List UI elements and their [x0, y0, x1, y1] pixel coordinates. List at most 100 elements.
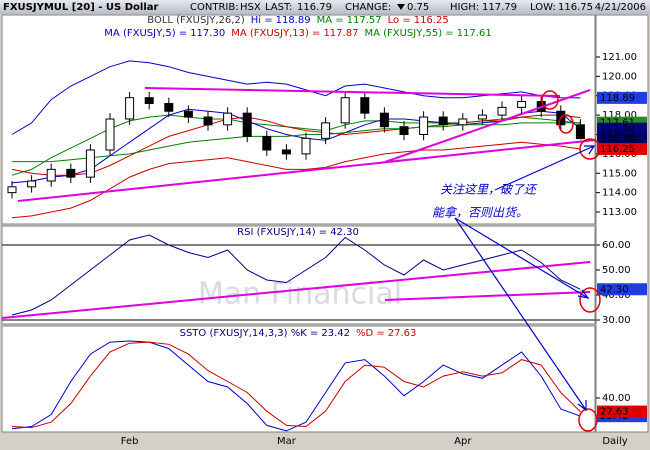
- y-tick-label: 40.00: [602, 393, 631, 404]
- value-box-label: 116.25: [600, 144, 635, 155]
- candle-body: [301, 137, 311, 155]
- legend-value: 27.63: [388, 328, 417, 339]
- candle-body: [27, 180, 37, 188]
- legend-value: 117.30: [190, 28, 225, 39]
- candle-body: [458, 118, 468, 126]
- y-tick-label: 50.00: [602, 265, 631, 276]
- annotation-text: 能拿，否则出货。: [432, 206, 528, 220]
- candle-body: [46, 168, 56, 182]
- candle-body: [477, 114, 487, 120]
- candle-body: [85, 149, 95, 178]
- y-tick-label: 118.00: [602, 110, 637, 121]
- header-label: LOW:: [530, 2, 556, 13]
- change-arrow: [397, 4, 405, 10]
- legend-label: %D =: [356, 328, 385, 339]
- legend-value: 117.61: [457, 28, 492, 39]
- candle-body: [223, 112, 233, 126]
- y-tick-label: 120.00: [602, 71, 637, 82]
- watermark: Man Financial: [198, 277, 402, 312]
- legend-value: 118.89: [276, 15, 311, 26]
- series-line: [11, 340, 581, 432]
- legend-label: BOLL (FXUSJY,26,2): [147, 15, 245, 26]
- legend: BOLL (FXUSJY,26,2) Hi = 118.89 MA = 117.57 Lo…: [147, 15, 448, 26]
- series-line: [11, 341, 581, 429]
- value-box: [597, 143, 647, 156]
- series-line: [11, 114, 581, 176]
- legend-value: 117.87: [323, 28, 358, 39]
- header-value: 0.75: [407, 2, 429, 13]
- legend-label: SSTO (FXUSJY,14,3,3) %K =: [180, 328, 319, 339]
- y-tick-label: 60.00: [602, 240, 631, 251]
- series-line: [12, 122, 581, 163]
- candle-body: [203, 116, 213, 126]
- header-value: 117.79: [482, 2, 517, 13]
- value-box: [597, 283, 647, 296]
- header-label: CONTRIB:: [190, 2, 239, 13]
- header-value: 116.79: [297, 2, 332, 13]
- x-tick-label: Mar: [277, 436, 297, 447]
- legend-label: MA =: [317, 15, 344, 26]
- candle-body: [164, 102, 174, 112]
- legend-value: 42.30: [330, 227, 359, 238]
- value-box: [597, 132, 647, 145]
- axis-column: [595, 14, 649, 433]
- candle-body: [340, 97, 350, 124]
- legend-value: 23.42: [321, 328, 350, 339]
- x-tick-label: Feb: [121, 436, 139, 447]
- value-box-label: 27.63: [600, 407, 629, 418]
- candle-body: [517, 101, 527, 108]
- value-box: [597, 405, 647, 418]
- value-box-label: 117.30: [600, 124, 635, 135]
- candle-body: [281, 149, 291, 155]
- annotation-arrows: [454, 145, 596, 412]
- series-line: [11, 234, 581, 316]
- candle-body: [497, 106, 507, 116]
- legend-label: Hi =: [251, 15, 273, 26]
- ssto-panel: [1, 325, 596, 433]
- legend: SSTO (FXUSJY,14,3,3) %K = 23.42 %D = 27.63: [180, 328, 417, 339]
- header-value: HSX: [240, 2, 261, 13]
- y-tick-label: 114.00: [602, 188, 637, 199]
- y-tick-label: 40.00: [602, 290, 631, 301]
- candle-body: [321, 122, 331, 139]
- candle-body: [242, 112, 252, 137]
- candle-body: [7, 186, 17, 194]
- header-bar: [0, 0, 650, 14]
- candle-body: [379, 112, 389, 128]
- y-tick-label: 30.00: [602, 315, 631, 326]
- candle-body: [419, 116, 429, 135]
- candle-body: [262, 135, 272, 151]
- legend: MA (FXUSJY,5) = 117.30 MA (FXUSJY,13) = 117…: [104, 28, 491, 39]
- header-label: CHANGE:: [345, 2, 391, 13]
- candle-body: [399, 126, 409, 135]
- legend-value: 116.25: [414, 15, 449, 26]
- legend: RSI (FXUSJY,14) = 42.30: [237, 227, 359, 238]
- candle-body: [66, 168, 76, 178]
- candle-body: [144, 97, 154, 104]
- header-date: 4/21/2006: [595, 2, 646, 13]
- value-box: [597, 91, 647, 104]
- value-box-label: 118.89: [600, 93, 635, 104]
- candle-body: [183, 110, 193, 118]
- candle-body: [360, 97, 370, 114]
- candle-body: [125, 97, 135, 120]
- annotation-circles: [541, 90, 601, 432]
- header-label: LAST:: [265, 2, 292, 13]
- y-tick-label: 113.00: [602, 207, 637, 218]
- y-tick-label: 121.00: [602, 52, 637, 63]
- candle-body: [438, 116, 448, 126]
- header-symbol: FXUSJYMUL [20] - US Dollar: [3, 2, 158, 13]
- y-tick-label: 115.00: [602, 168, 637, 179]
- legend-label: MA (FXUSJY,13) =: [231, 28, 320, 39]
- x-tick-label: Apr: [454, 436, 472, 447]
- header-label: HIGH:: [450, 2, 479, 13]
- legend-label: MA (FXUSJY,5) =: [104, 28, 187, 39]
- legend-value: 117.57: [347, 15, 382, 26]
- candle-body: [575, 124, 585, 140]
- legend-label: MA (FXUSJY,55) =: [364, 28, 453, 39]
- candle-body: [105, 118, 115, 151]
- series-line: [11, 108, 581, 184]
- header-value: 116.75: [558, 2, 593, 13]
- value-box-label: 42.30: [600, 284, 629, 295]
